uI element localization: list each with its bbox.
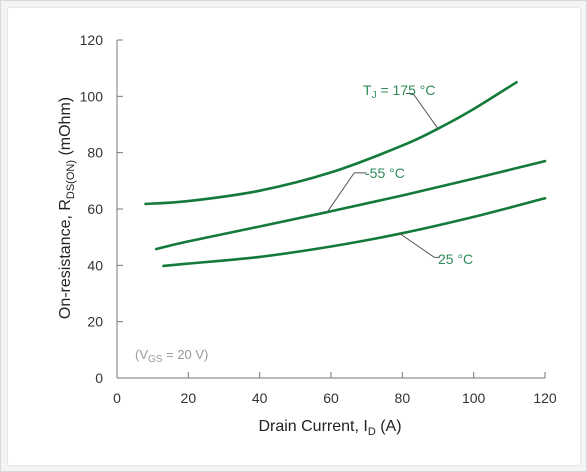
y-axis-title: On-resistance, RDS(ON) (mOhm): [57, 97, 77, 319]
series-line-25c: [163, 198, 545, 266]
y-tick-label: 20: [87, 314, 103, 330]
axes: 0 20 40 60 80 100 120 0 20 40 60 80 100 120: [80, 32, 557, 406]
y-tick-label: 120: [80, 32, 104, 48]
series-label-minus55c: -55 °C: [365, 165, 405, 181]
x-tick-label: 60: [323, 390, 339, 406]
vgs-annotation: (VGS = 20 V): [135, 347, 208, 365]
y-tick-label: 100: [80, 88, 104, 104]
series-line-175c: [146, 82, 517, 204]
series-label-175c: TJ = 175 °C: [363, 82, 435, 101]
x-tick-label: 0: [113, 390, 121, 406]
series-group: [146, 82, 546, 266]
leader-line-25c: [399, 233, 440, 258]
series-line-minus55c: [156, 161, 545, 249]
x-tick-label: 40: [252, 390, 268, 406]
series-labels: TJ = 175 °C -55 °C 25 °C: [327, 82, 473, 267]
x-tick-label: 100: [462, 390, 486, 406]
x-tick-label: 20: [181, 390, 197, 406]
y-tick-label: 40: [87, 257, 103, 273]
y-tick-label: 60: [87, 201, 103, 217]
x-tick-label: 80: [395, 390, 411, 406]
y-tick-label: 0: [95, 370, 103, 386]
y-tick-label: 80: [87, 145, 103, 161]
leader-line-175c: [406, 94, 438, 129]
x-tick-label: 120: [533, 390, 557, 406]
series-label-25c: 25 °C: [438, 251, 473, 267]
x-axis-title: Drain Current, ID (A): [258, 418, 401, 438]
